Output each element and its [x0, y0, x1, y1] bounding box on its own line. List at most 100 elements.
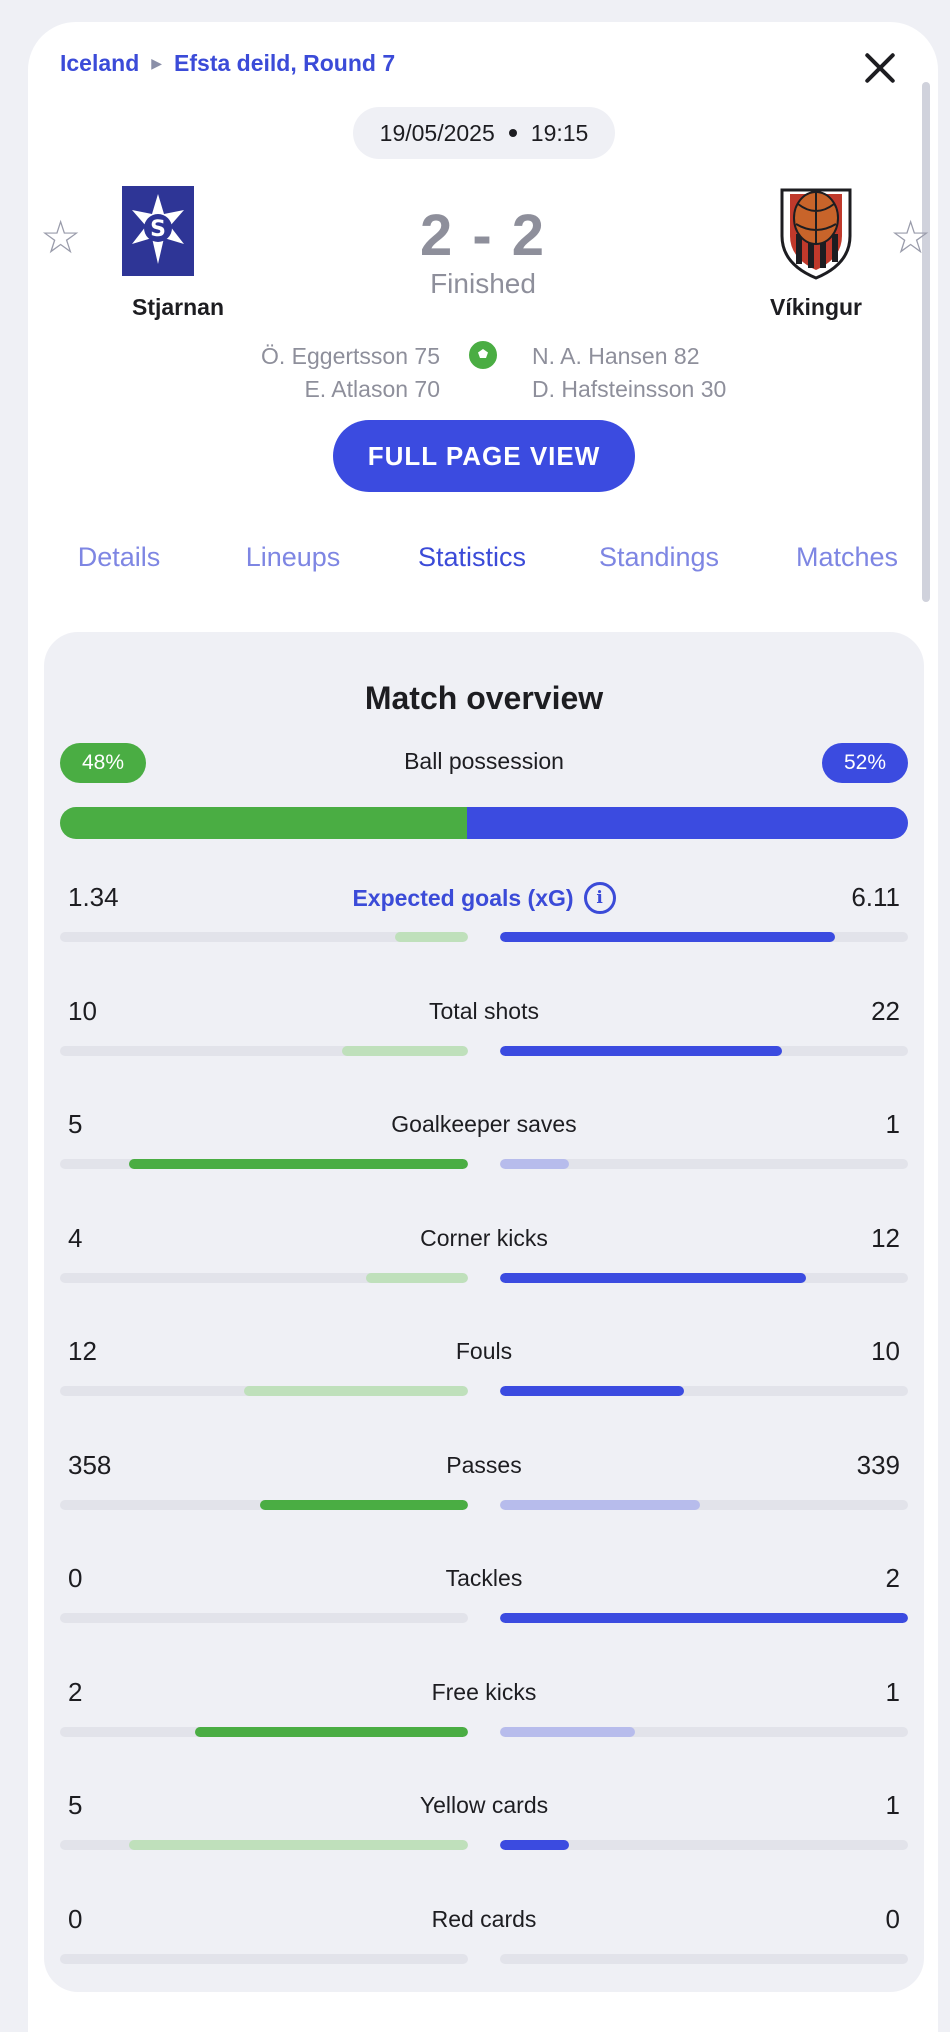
away-stat-fill: [500, 1159, 570, 1169]
breadcrumb-country[interactable]: Iceland: [60, 50, 140, 76]
stat-label-text: Total shots: [429, 997, 539, 1024]
match-score: 2 - 2: [419, 203, 547, 268]
home-possession-badge: 48%: [60, 743, 147, 783]
away-stat-value: 2: [885, 1563, 900, 1593]
home-stat-value: 4: [68, 1222, 83, 1253]
tab-statistics[interactable]: Statistics: [417, 542, 527, 572]
away-stat-track: [500, 1499, 908, 1510]
stat-label-text: Expected goals (xG): [352, 885, 574, 912]
match-status: Finished: [430, 268, 536, 299]
home-possession-fill: [60, 807, 468, 839]
info-icon[interactable]: i: [583, 882, 616, 914]
home-favorite-star-icon[interactable]: ☆: [40, 211, 82, 263]
stat-label: Free kicks: [44, 1679, 924, 1706]
stat-label-text: Free kicks: [431, 1678, 537, 1705]
away-stat-track: [500, 1272, 908, 1283]
scrollbar[interactable]: [922, 82, 930, 602]
close-icon[interactable]: [858, 46, 902, 90]
away-team-name[interactable]: Víkingur: [769, 294, 862, 320]
away-scorer: D. Hafsteinsson 30: [532, 376, 727, 402]
away-stat-value: 1: [885, 1676, 900, 1707]
stat-label: Passes: [44, 1452, 924, 1479]
tab-bar: Details Lineups Statistics Standings Mat…: [28, 542, 938, 638]
possession-label: Ball possession: [404, 748, 564, 774]
stat-row: 2 Free kicks 1: [44, 1677, 924, 1767]
away-stat-value: 10: [871, 1336, 900, 1366]
stat-label-text: Tackles: [445, 1565, 523, 1591]
home-stat-value: 0: [68, 1563, 83, 1593]
stat-label: Fouls: [44, 1338, 924, 1365]
stat-label-text: Red cards: [431, 1905, 537, 1932]
home-stat-fill: [259, 1499, 468, 1510]
away-stat-fill: [500, 932, 835, 942]
stat-row: 0 Red cards 0: [44, 1904, 924, 1994]
home-stat-track: [60, 1726, 468, 1737]
tab-matches[interactable]: Matches: [795, 542, 899, 572]
full-page-view-button[interactable]: FULL PAGE VIEW: [333, 420, 635, 492]
home-stat-fill: [129, 1840, 468, 1850]
home-team-logo: S: [122, 186, 194, 276]
stat-label-text: Fouls: [455, 1338, 513, 1364]
tab-lineups[interactable]: Lineups: [245, 542, 341, 572]
tab-details[interactable]: Details: [77, 542, 161, 572]
breadcrumb-competition[interactable]: Efsta deild, Round 7: [174, 50, 396, 76]
soccer-ball-icon: [469, 341, 497, 369]
stat-label: Red cards: [44, 1906, 924, 1933]
away-stat-fill: [500, 1499, 700, 1510]
home-stat-value: 1.34: [68, 882, 119, 912]
stat-label-text: Passes: [446, 1451, 522, 1478]
away-stat-value: 12: [871, 1222, 900, 1253]
away-favorite-star-icon[interactable]: ☆: [890, 211, 932, 263]
away-scorer: N. A. Hansen 82: [532, 343, 700, 369]
away-stat-fill: [500, 1726, 635, 1737]
match-time: 19:15: [530, 119, 589, 146]
stat-row: 0 Tackles 2: [44, 1563, 924, 1653]
away-stat-track: [500, 1726, 908, 1737]
home-stat-track: [60, 1386, 468, 1396]
home-scorer: Ö. Eggertsson 75: [261, 343, 440, 369]
stats-panel: Match overview 48% Ball possession 52% 1…: [44, 632, 924, 1992]
away-possession-badge: 52%: [821, 743, 908, 783]
away-stat-fill: [500, 1386, 684, 1396]
stat-label-text: Goalkeeper saves: [391, 1111, 577, 1137]
stat-label: Goalkeeper saves: [44, 1111, 924, 1138]
separator-dot: [508, 129, 517, 137]
stat-row: 5 Goalkeeper saves 1: [44, 1109, 924, 1199]
home-stat-track: [60, 1159, 468, 1169]
stat-label: Total shots: [44, 998, 924, 1025]
stat-label[interactable]: Expected goals (xG) i: [44, 882, 924, 916]
home-stat-fill: [341, 1045, 468, 1056]
stat-label: Corner kicks: [44, 1225, 924, 1252]
home-stat-track: [60, 1840, 468, 1850]
away-stat-value: 6.11: [851, 882, 900, 912]
tab-standings[interactable]: Standings: [598, 542, 720, 572]
away-stat-value: 1: [885, 1790, 900, 1820]
home-stat-value: 2: [68, 1676, 83, 1707]
stat-row: 4 Corner kicks 12: [44, 1223, 924, 1313]
away-team-logo: [780, 188, 852, 280]
home-stat-fill: [394, 932, 468, 942]
away-stat-track: [500, 932, 908, 942]
stat-row: 10 Total shots 22: [44, 996, 924, 1086]
away-stat-fill: [500, 1045, 782, 1056]
away-possession-fill: [467, 807, 908, 839]
home-stat-value: 10: [68, 995, 97, 1026]
stat-label: Tackles: [44, 1565, 924, 1592]
away-stat-track: [500, 1840, 908, 1850]
breadcrumb: Iceland ▶ Efsta deild, Round 7: [60, 50, 395, 77]
away-stat-track: [500, 1045, 908, 1056]
home-stat-value: 358: [68, 1449, 112, 1480]
away-stat-value: 0: [885, 1903, 900, 1934]
home-team-name[interactable]: Stjarnan: [131, 294, 225, 320]
away-stat-track: [500, 1613, 908, 1623]
stat-label: Yellow cards: [44, 1792, 924, 1819]
home-stat-track: [60, 1272, 468, 1283]
stat-row: 358 Passes 339: [44, 1450, 924, 1540]
possession-bar: [60, 807, 908, 839]
home-scorers: Ö. Eggertsson 75 E. Atlason 70: [261, 340, 440, 406]
home-stat-track: [60, 1499, 468, 1510]
stats-title: Match overview: [364, 680, 604, 716]
home-stat-track: [60, 932, 468, 942]
home-scorer: E. Atlason 70: [304, 376, 440, 402]
away-stat-track: [500, 1953, 908, 1964]
